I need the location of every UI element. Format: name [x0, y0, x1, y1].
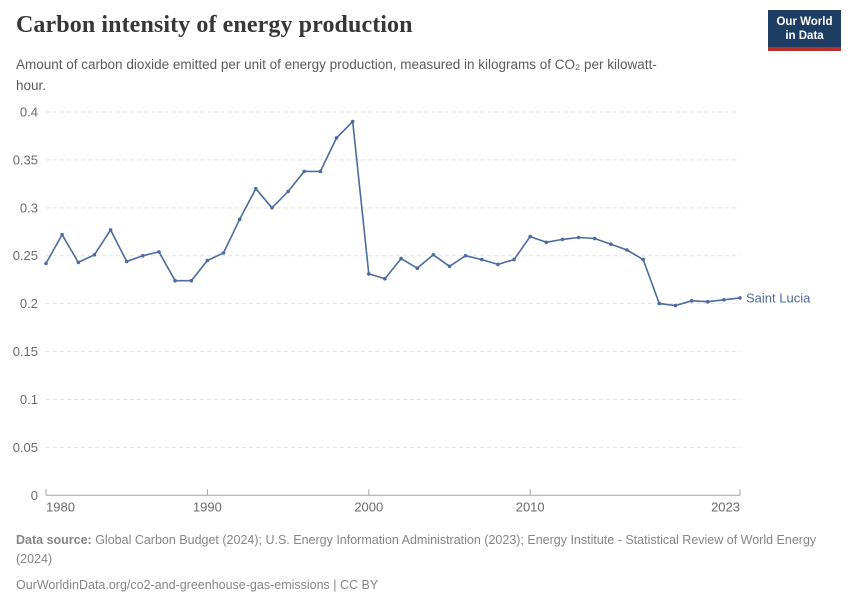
y-tick-label: 0.1	[20, 392, 38, 407]
data-point	[722, 298, 726, 302]
data-point	[318, 169, 323, 174]
data-point	[431, 253, 436, 257]
data-point	[302, 169, 307, 174]
data-source-text: Global Carbon Budget (2024); U.S. Energy…	[16, 533, 817, 566]
data-point	[334, 136, 339, 140]
data-point	[657, 301, 662, 306]
data-point	[237, 217, 242, 222]
data-point	[221, 251, 226, 255]
data-point	[350, 119, 355, 124]
page-title: Carbon intensity of energy production	[16, 12, 413, 38]
y-tick-label: 0	[31, 488, 38, 503]
data-point	[463, 253, 468, 258]
x-tick-label: 2023	[711, 499, 740, 514]
data-point	[609, 242, 613, 246]
data-point	[447, 264, 452, 269]
license-link[interactable]: OurWorldinData.org/co2-and-greenhouse-ga…	[16, 578, 379, 592]
data-point	[415, 266, 420, 271]
data-point	[576, 235, 581, 240]
data-point	[705, 299, 710, 304]
y-tick-label: 0.4	[20, 105, 38, 120]
y-tick-label: 0.15	[13, 344, 38, 359]
data-point	[383, 276, 387, 281]
data-point	[528, 234, 532, 239]
data-point	[173, 278, 177, 283]
data-point	[157, 250, 161, 254]
x-tick-label: 2000	[354, 499, 383, 514]
y-tick-label: 0.2	[20, 296, 38, 311]
data-point	[141, 253, 145, 258]
data-point	[673, 303, 678, 308]
x-tick-label: 1980	[46, 499, 75, 514]
data-point	[286, 189, 290, 194]
data-point	[124, 259, 129, 264]
owid-logo-line2: in Data	[785, 30, 824, 42]
data-point	[625, 248, 629, 252]
chart-subtitle: Amount of carbon dioxide emitted per uni…	[16, 57, 657, 93]
data-point	[592, 236, 597, 241]
data-point	[496, 262, 500, 267]
owid-logo-line1: Our World	[776, 16, 833, 28]
data-point	[44, 261, 48, 266]
data-point	[92, 253, 97, 257]
series-line	[45, 120, 741, 307]
x-tick-label: 1990	[193, 499, 222, 514]
data-point	[254, 186, 258, 191]
data-point	[544, 240, 549, 245]
chart-footer: Data source: Global Carbon Budget (2024)…	[16, 531, 821, 595]
y-tick-label: 0.35	[13, 152, 38, 167]
data-point	[641, 257, 645, 262]
data-point	[270, 206, 274, 210]
y-tick-label: 0.25	[13, 248, 38, 263]
data-point	[76, 260, 81, 265]
data-source-label: Data source:	[16, 533, 92, 547]
data-point	[189, 278, 194, 283]
data-point	[60, 232, 64, 237]
data-source-note: Data source: Global Carbon Budget (2024)…	[16, 531, 821, 569]
data-point	[480, 257, 484, 262]
data-point	[108, 228, 113, 232]
y-tick-label: 0.3	[20, 200, 38, 215]
data-point	[738, 296, 742, 300]
owid-logo[interactable]: Our World in Data	[768, 10, 841, 51]
series-end-label: Saint Lucia	[746, 290, 811, 305]
x-tick-label: 2010	[516, 499, 545, 514]
data-point	[367, 272, 371, 276]
data-point	[399, 256, 403, 261]
data-point	[560, 237, 565, 242]
y-tick-label: 0.05	[13, 440, 38, 455]
data-point	[689, 299, 694, 303]
data-point	[205, 258, 210, 263]
data-point	[512, 257, 516, 262]
